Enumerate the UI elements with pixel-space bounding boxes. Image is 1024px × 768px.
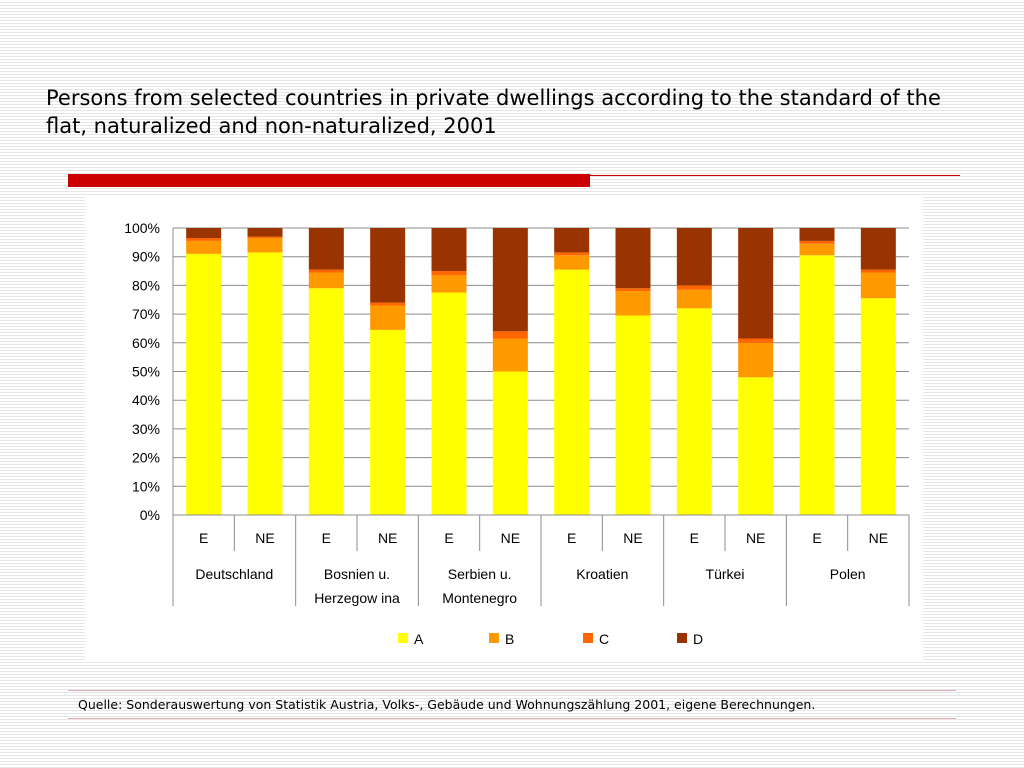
bar-d — [308, 228, 344, 270]
bar-b — [615, 291, 651, 316]
bar-d — [431, 228, 467, 272]
x-tick-label: NE — [623, 530, 642, 546]
footer-divider-bottom — [68, 718, 956, 719]
x-tick-label: NE — [378, 530, 397, 546]
bar-b — [799, 243, 835, 256]
y-tick-label: 30% — [132, 421, 160, 437]
source-note: Quelle: Sonderauswertung von Statistik A… — [78, 697, 816, 712]
x-tick-label: NE — [255, 530, 274, 546]
bar-d — [738, 228, 774, 339]
bar-b — [554, 255, 590, 270]
bar-b — [738, 342, 774, 378]
bar-b — [431, 275, 467, 293]
stacked-bar-chart: 0% 10% 20% 30% 40% 50% 60% 70% 80% 90% 100% E NE E NE E… — [124, 220, 910, 647]
bar-a — [308, 288, 344, 515]
bar-a — [370, 329, 406, 515]
y-tick-label: 50% — [132, 364, 160, 380]
y-tick-label: 60% — [132, 335, 160, 351]
legend-label-d: D — [693, 631, 703, 647]
x-tick-label: NE — [501, 530, 520, 546]
bar-a — [799, 255, 835, 515]
group-label: Herzegow ina — [314, 590, 400, 606]
bar-d — [676, 228, 712, 286]
bar-a — [186, 253, 222, 515]
bar-b — [308, 272, 344, 289]
x-tick-label: NE — [869, 530, 888, 546]
bar-c — [615, 288, 651, 292]
bar-a — [738, 377, 774, 515]
chart-panel: 0% 10% 20% 30% 40% 50% 60% 70% 80% 90% 100% E NE E NE E… — [85, 196, 923, 662]
title-accent-bar — [68, 174, 590, 187]
legend-swatch-c — [583, 633, 593, 643]
bar-c — [370, 302, 406, 306]
bar-b — [492, 338, 528, 372]
y-tick-label: 100% — [124, 220, 160, 236]
bar-c — [554, 252, 590, 256]
bar-d — [186, 228, 222, 239]
bar-a — [860, 298, 896, 515]
x-tick-label: E — [444, 530, 453, 546]
x-tick-label: E — [690, 530, 699, 546]
bar-b — [370, 305, 406, 330]
bar-c — [431, 271, 467, 276]
bar-c — [860, 269, 896, 273]
bar-c — [799, 240, 835, 244]
group-label: Polen — [830, 566, 866, 582]
bar-b — [860, 272, 896, 299]
y-tick-label: 20% — [132, 450, 160, 466]
bar-d — [615, 228, 651, 289]
y-tick-label: 40% — [132, 392, 160, 408]
bar-d — [492, 228, 528, 332]
legend-label-c: C — [599, 631, 609, 647]
bar-a — [431, 292, 467, 515]
bar-b — [676, 289, 712, 309]
group-label: Montenegro — [442, 590, 517, 606]
bar-a — [676, 308, 712, 515]
bar-d — [554, 228, 590, 253]
bar-c — [247, 236, 283, 239]
y-tick-label: 80% — [132, 277, 160, 293]
x-tick-label: E — [567, 530, 576, 546]
y-tick-label: 10% — [132, 478, 160, 494]
group-label: Türkei — [706, 566, 745, 582]
bar-d — [860, 228, 896, 270]
legend-swatch-a — [398, 633, 408, 643]
footer-divider-top — [68, 690, 956, 691]
title-accent-line — [590, 175, 960, 176]
slide-title: Persons from selected countries in priva… — [46, 86, 941, 138]
x-tick-label: E — [322, 530, 331, 546]
legend-label-a: A — [414, 631, 424, 647]
bar-c — [186, 238, 222, 241]
group-label: Bosnien u. — [324, 566, 390, 582]
bar-d — [799, 228, 835, 241]
bar-c — [492, 331, 528, 339]
bar-a — [615, 315, 651, 515]
legend-swatch-d — [677, 633, 687, 643]
group-label: Deutschland — [195, 566, 273, 582]
legend-label-b: B — [505, 631, 514, 647]
bar-b — [247, 238, 283, 253]
bar-a — [492, 371, 528, 515]
x-tick-label: NE — [746, 530, 765, 546]
y-tick-label: 70% — [132, 306, 160, 322]
bar-b — [186, 240, 222, 254]
x-tick-label: E — [199, 530, 208, 546]
x-tick-label: E — [812, 530, 821, 546]
bar-a — [247, 252, 283, 515]
group-label: Kroatien — [576, 566, 628, 582]
bar-c — [676, 285, 712, 290]
bar-d — [370, 228, 406, 303]
bar-c — [738, 338, 774, 343]
y-tick-label: 0% — [140, 507, 160, 523]
y-tick-label: 90% — [132, 249, 160, 265]
bar-d — [247, 228, 283, 237]
group-label: Serbien u. — [448, 566, 512, 582]
legend-swatch-b — [489, 633, 499, 643]
bar-c — [308, 269, 344, 273]
bar-a — [554, 269, 590, 515]
